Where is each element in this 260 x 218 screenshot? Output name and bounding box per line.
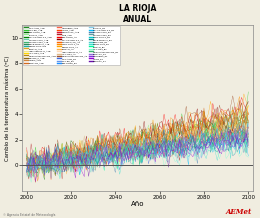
Title: LA RIOJA
ANUAL: LA RIOJA ANUAL — [119, 4, 156, 24]
Text: AEMet: AEMet — [226, 208, 252, 216]
Legend: GOS-AOM_A1B, GOS-ER_A1B, BIM-CMTO_A1B, ECHO-G_A1B, MRI-CGCMD.3.2_A1B, CGCM3.V145: GOS-AOM_A1B, GOS-ER_A1B, BIM-CMTO_A1B, E… — [23, 26, 120, 65]
Y-axis label: Cambio de la temperatura máxima (ºC): Cambio de la temperatura máxima (ºC) — [4, 55, 10, 161]
Text: © Agencia Estatal de Meteorología: © Agencia Estatal de Meteorología — [3, 213, 55, 217]
X-axis label: Año: Año — [131, 201, 144, 207]
